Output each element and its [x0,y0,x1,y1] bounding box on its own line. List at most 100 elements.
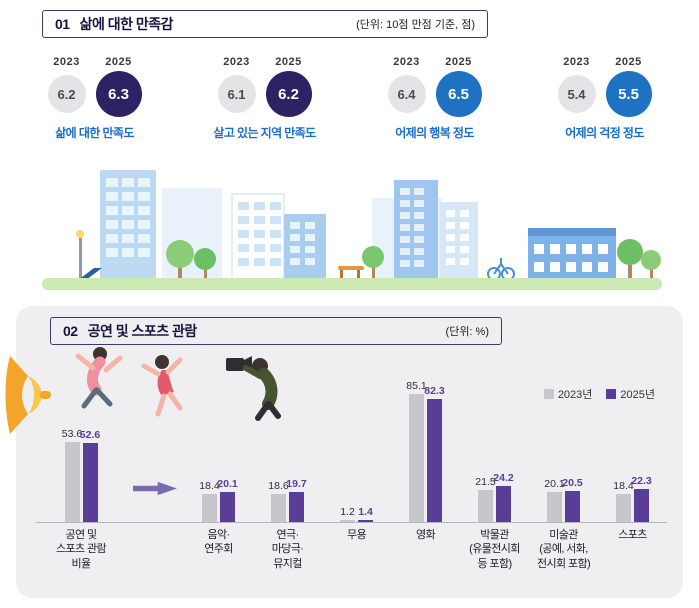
dancers-illustration [66,342,194,433]
section1-title: 삶에 대한 만족감 [79,16,174,32]
metric-yesterday-worry: 2023 2025 5.4 5.5 어제의 걱정 정도 [529,56,681,141]
category-label: 연극· 마당극· 뮤지컬 [271,529,304,570]
category-label: 스포츠 [618,529,647,541]
category-label: 박물관 (유물전시회 등 포함) [469,529,520,570]
year-label-2025: 2025 [275,56,302,68]
metrics-row: 2023 2025 6.2 6.3 삶에 대한 만족도 2023 2025 6.… [0,56,699,141]
score-2023: 6.1 [217,75,256,113]
legend-swatch-2023 [543,389,554,399]
category-label: 영화 [415,529,436,541]
bar-value: 52.6 [79,429,101,441]
chart-legend: 2023년 2025년 [543,386,655,402]
score-2023: 6.4 [387,75,426,113]
legend-label-2023: 2023년 [557,389,593,401]
metric-area-satisfaction: 2023 2025 6.1 6.2 살고 있는 지역 만족도 [189,56,341,141]
category-label: 미술관 (공예, 서화, 전시회 포함) [536,529,591,570]
bar-value: 19.7 [286,478,307,490]
bar [478,490,493,522]
bar [358,520,373,522]
bar-value: 85.1 [406,380,427,392]
legend-item-2023: 2023년 [543,386,593,402]
metric-label: 살고 있는 지역 만족도 [213,126,316,140]
bar [634,489,649,522]
section1-number: 01 [55,16,70,32]
bar-value: 20.1 [544,478,565,490]
year-label-2023: 2023 [563,56,590,68]
metric-label: 어제의 행복 정도 [395,126,474,140]
bar [82,443,98,522]
section2-panel: 02 공연 및 스포츠 관람 (단위: %) 2023년 2025년 53.6 5… [16,306,683,598]
bar-group: 53.6 52.6 [36,428,126,522]
bar-value: 18.4 [199,480,220,492]
bar [547,492,562,522]
section2-title: 공연 및 스포츠 관람 [87,323,198,339]
score-2025: 6.5 [435,71,482,117]
metric-life-satisfaction: 2023 2025 6.2 6.3 삶에 대한 만족도 [19,56,171,141]
bar-group: 85.1 82.3 [391,380,460,522]
bar-group: 21.5 24.2 [460,472,529,522]
category-label: 무용 [346,529,367,541]
arrow-icon [133,481,177,496]
category-labels: 공연 및 스포츠 관람 비율 음악· 연주회 연극· 마당극· 뮤지컬 무용 영화 박물관 (유물전시… [36,528,667,571]
bar-value: 24.2 [493,472,514,484]
metric-label: 삶에 대한 만족도 [55,126,134,140]
year-label-2023: 2023 [223,56,250,68]
score-2025: 6.3 [95,71,142,117]
arrow-slot [126,481,184,522]
year-label-2023: 2023 [53,56,80,68]
legend-swatch-2025 [606,389,617,399]
arrow-slot-spacer [126,528,184,571]
bar-value: 18.4 [613,480,634,492]
bar-group: 18.4 22.3 [598,475,667,522]
bar [340,520,355,522]
category-label: 음악· 연주회 [204,529,233,556]
year-label-2023: 2023 [393,56,420,68]
bar-value: 20.5 [562,477,583,489]
bar-group: 18.6 19.7 [253,478,322,522]
section2-unit: (단위: %) [445,326,489,338]
bar-value: 1.4 [358,506,373,518]
bar-group: 1.2 1.4 [322,506,391,522]
bar [271,494,286,522]
bar [565,491,580,522]
bar [289,492,304,522]
legend-label-2025: 2025년 [620,389,655,401]
camera-person-illustration [220,342,292,429]
bar-value: 53.6 [61,428,83,440]
year-label-2025: 2025 [615,56,642,68]
score-2025: 5.5 [605,71,652,117]
section2-number: 02 [63,323,78,339]
score-2023: 6.2 [47,75,86,113]
metric-yesterday-happiness: 2023 2025 6.4 6.5 어제의 행복 정도 [359,56,511,141]
bar-chart: 53.6 52.6 18.4 20.1 18.6 19.7 1.2 1.4 85.1 82.3 21… [36,306,667,522]
city-illustration [42,158,662,301]
bar-value: 18.6 [268,480,289,492]
category-label: 공연 및 스포츠 관람 비율 [55,529,107,570]
bar-value: 22.3 [631,475,652,487]
score-2023: 5.4 [557,75,596,113]
bar-value: 1.2 [340,506,355,518]
bar [496,486,511,522]
bar-value: 21.5 [475,476,496,488]
year-label-2025: 2025 [105,56,132,68]
section2-header: 02 공연 및 스포츠 관람 (단위: %) [50,317,502,345]
bar-value: 82.3 [424,385,445,397]
x-axis-line [36,522,667,523]
bar-group: 18.4 20.1 [184,478,253,522]
bar [616,494,631,522]
section1-header: 01 삶에 대한 만족감 (단위: 10점 만점 기준, 점) [42,10,488,38]
bar [427,399,442,522]
bar [409,394,424,522]
bar [64,442,80,522]
year-label-2025: 2025 [445,56,472,68]
bar [220,492,235,522]
section1-unit: (단위: 10점 만점 기준, 점) [356,19,475,31]
metric-label: 어제의 걱정 정도 [565,126,644,140]
bar [202,494,217,522]
trumpet-icon [2,352,52,445]
bar-value: 20.1 [217,478,238,490]
score-2025: 6.2 [265,71,312,117]
bar-group: 20.1 20.5 [529,477,598,522]
legend-item-2025: 2025년 [606,386,655,402]
